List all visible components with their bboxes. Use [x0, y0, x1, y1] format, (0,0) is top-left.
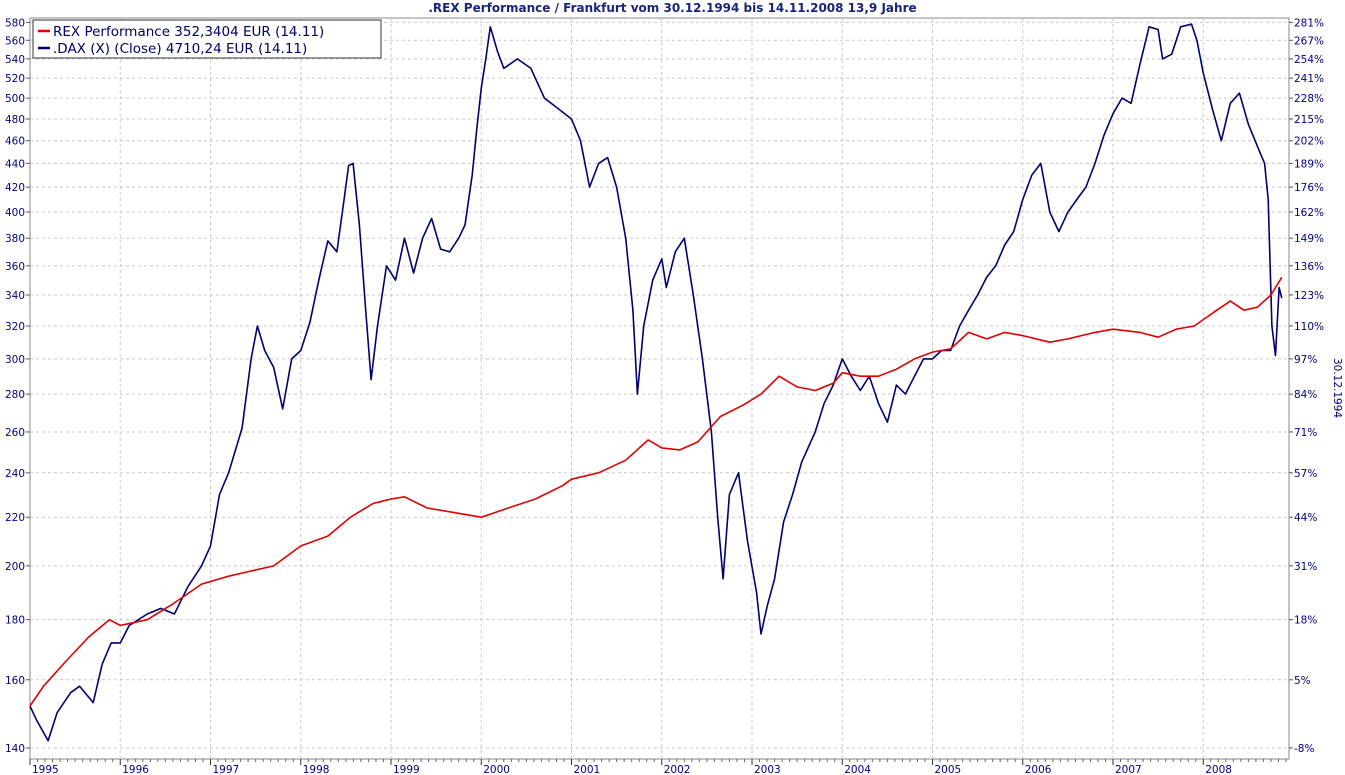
y-tick-label-left: 320: [5, 321, 25, 333]
y-tick-label-right: 44%: [1294, 512, 1317, 524]
y-tick-label-left: 300: [5, 354, 25, 366]
y-tick-label-right: 162%: [1294, 207, 1324, 219]
y-tick-label-left: 180: [5, 615, 25, 627]
y-tick-label-left: 480: [5, 114, 25, 126]
y-tick-label-left: 580: [5, 17, 25, 29]
y-axis-right: -8% 5% 18% 31% 44% 57% 71% 84% 97% 110% 123% 136% 14…: [1289, 17, 1324, 755]
y-tick-label-right: 110%: [1294, 321, 1324, 333]
y-axis-left: 140 160 180 200 220 240 260 280 300 320 340 360 380 4…: [5, 17, 30, 755]
chart-title: .REX Performance / Frankfurt vom 30.12.1…: [428, 1, 917, 15]
y-tick-label-right: 18%: [1294, 615, 1317, 627]
x-tick-label: 1999: [393, 764, 420, 775]
x-tick-label: 2006: [1025, 764, 1052, 775]
y-tick-label-right: 254%: [1294, 54, 1324, 66]
y-tick-label-left: 280: [5, 389, 25, 401]
y-tick-label-left: 440: [5, 158, 25, 170]
x-axis: 1995 1996 1997 1998 1999 2000 2001 2002 2003 2004…: [29, 759, 1287, 775]
y-tick-label-left: 160: [5, 675, 25, 687]
y-tick-label-right: 57%: [1294, 468, 1317, 480]
x-tick-label: 1998: [303, 764, 330, 775]
y-tick-label-right: 71%: [1294, 427, 1317, 439]
x-tick-label: 2008: [1205, 764, 1232, 775]
y-tick-label-right: 267%: [1294, 35, 1324, 47]
rex-performance-line: [29, 276, 1283, 707]
series-lines: [29, 23, 1283, 742]
x-tick-label: 2003: [754, 764, 781, 775]
y-tick-label-right: 123%: [1294, 290, 1324, 302]
y-tick-label-left: 140: [5, 743, 25, 755]
y-tick-label-left: 340: [5, 290, 25, 302]
y-tick-label-left: 540: [5, 54, 25, 66]
x-tick-label: 2001: [574, 764, 601, 775]
y-tick-label-right: 228%: [1294, 93, 1324, 105]
right-axis-label: 30.12.1994: [1331, 358, 1343, 418]
y-tick-label-left: 460: [5, 136, 25, 148]
y-tick-label-right: 136%: [1294, 261, 1324, 273]
y-tick-label-left: 220: [5, 512, 25, 524]
y-tick-label-left: 360: [5, 261, 25, 273]
y-tick-label-right: 176%: [1294, 182, 1324, 194]
y-tick-label-right: 241%: [1294, 73, 1324, 85]
dax-line: [29, 23, 1283, 742]
y-tick-label-right: 31%: [1294, 561, 1317, 573]
x-tick-label: 2007: [1115, 764, 1142, 775]
y-tick-label-left: 560: [5, 35, 25, 47]
y-tick-label-right: 5%: [1294, 675, 1311, 687]
y-tick-label-right: 84%: [1294, 389, 1317, 401]
legend-label: REX Performance 352,3404 EUR (14.11): [53, 24, 324, 40]
y-tick-label-left: 420: [5, 182, 25, 194]
legend: REX Performance 352,3404 EUR (14.11).DAX…: [32, 19, 382, 59]
y-tick-label-right: 215%: [1294, 114, 1324, 126]
y-tick-label-left: 260: [5, 427, 25, 439]
x-tick-label: 1997: [213, 764, 240, 775]
y-tick-label-right: 202%: [1294, 136, 1324, 148]
x-tick-label: 2005: [935, 764, 962, 775]
y-tick-label-right: 189%: [1294, 158, 1324, 170]
y-tick-label-right: 97%: [1294, 354, 1317, 366]
y-tick-label-left: 400: [5, 207, 25, 219]
y-tick-label-left: 500: [5, 93, 25, 105]
x-tick-label: 1995: [32, 764, 59, 775]
legend-label: .DAX (X) (Close) 4710,24 EUR (14.11): [53, 41, 307, 57]
y-tick-label-left: 380: [5, 233, 25, 245]
y-tick-label-right: 149%: [1294, 233, 1324, 245]
plot-area: [29, 17, 1290, 760]
y-tick-label-left: 240: [5, 468, 25, 480]
y-tick-label-right: 281%: [1294, 17, 1324, 29]
y-tick-label-left: 520: [5, 73, 25, 85]
x-tick-label: 1996: [122, 764, 149, 775]
x-tick-label: 2002: [664, 764, 691, 775]
x-tick-label: 2004: [844, 764, 871, 775]
x-tick-label: 2000: [483, 764, 510, 775]
y-tick-label-left: 200: [5, 561, 25, 573]
y-tick-label-right: -8%: [1294, 743, 1314, 755]
